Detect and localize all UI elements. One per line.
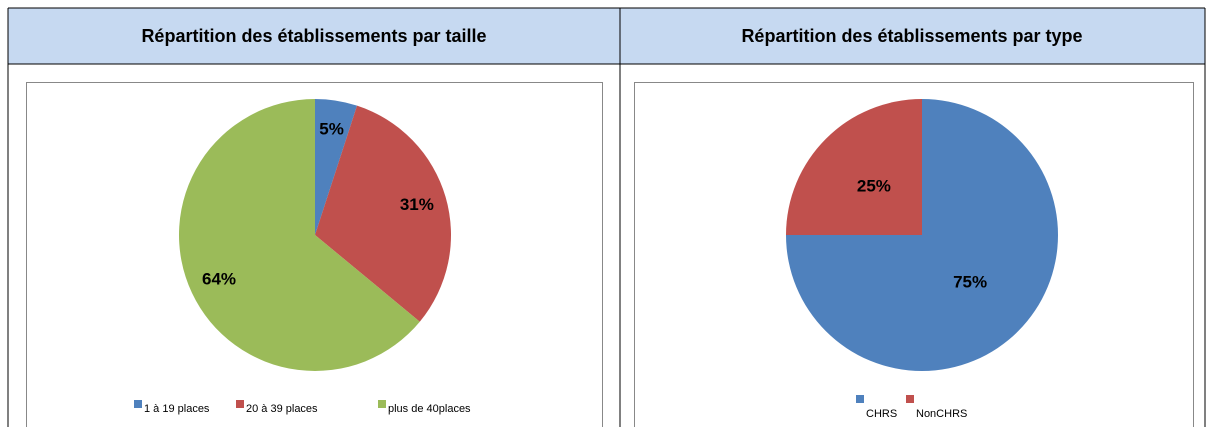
data-label: 31%	[400, 195, 434, 214]
legend-label: CHRS	[866, 408, 897, 420]
pie-slice	[315, 99, 358, 235]
legend-swatch	[906, 395, 914, 403]
legend-swatch	[856, 395, 864, 403]
header-row	[8, 8, 1205, 64]
pie-slice	[315, 105, 452, 322]
pie-slice	[786, 99, 922, 235]
pie-slice	[179, 99, 420, 371]
chart-title: Répartition des établissements par taill…	[141, 26, 486, 46]
legend-label: 1 à 19 places	[144, 403, 210, 415]
legend-label: 20 à 39 places	[246, 403, 318, 415]
legend-swatch	[134, 400, 142, 408]
data-label: 25%	[857, 176, 891, 195]
data-label: 75%	[953, 273, 987, 292]
data-label: 5%	[319, 120, 344, 139]
legend-label: plus de 40places	[388, 403, 471, 415]
chart-title: Répartition des établissements par type	[741, 26, 1082, 46]
legend-swatch	[378, 400, 386, 408]
data-label: 64%	[202, 270, 236, 289]
legend-swatch	[236, 400, 244, 408]
legend-label: NonCHRS	[916, 408, 967, 420]
